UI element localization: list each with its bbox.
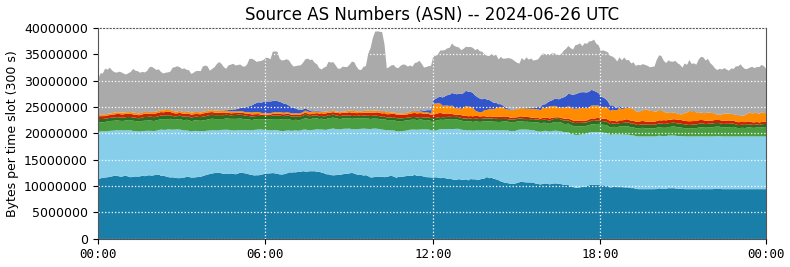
Y-axis label: Bytes per time slot (300 s): Bytes per time slot (300 s) (6, 50, 18, 217)
Title: Source AS Numbers (ASN) -- 2024-06-26 UTC: Source AS Numbers (ASN) -- 2024-06-26 UT… (245, 6, 619, 23)
